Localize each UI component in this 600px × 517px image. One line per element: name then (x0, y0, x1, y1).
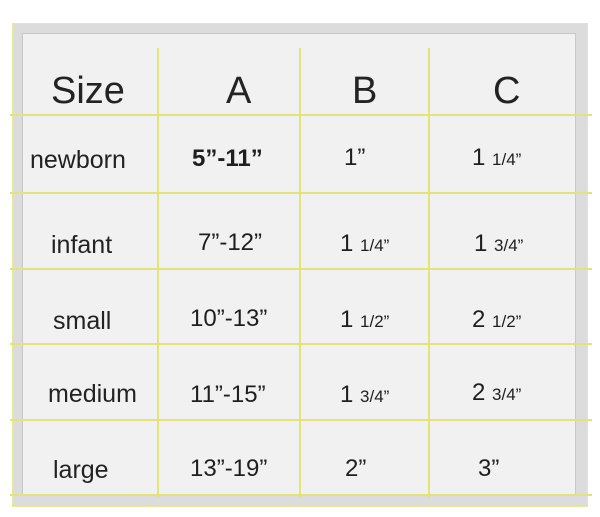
value-b-fraction: 1/4” (360, 236, 390, 255)
value-a: 7”-12” (198, 229, 263, 256)
value-b: 1” (344, 146, 365, 170)
value-a: 13”-19” (190, 455, 268, 482)
value-b-whole: 2” (345, 455, 367, 482)
value-c-fraction: 1/4” (492, 150, 522, 169)
value-a: 5”-11” (192, 145, 263, 172)
value-c-whole: 2 (472, 379, 486, 406)
header-size: Size (51, 70, 125, 112)
grid-line-h6 (10, 494, 592, 496)
value-c-whole: 3” (478, 455, 500, 482)
value-b: 1 1/2” (340, 308, 389, 332)
value-b-whole: 1 (340, 230, 354, 257)
value-c-fraction: 1/2” (492, 312, 522, 331)
value-c-fraction: 3/4” (492, 385, 522, 404)
grid-line-h3 (10, 268, 592, 270)
header-b: B (352, 70, 378, 112)
value-c: 1 1/4” (472, 146, 521, 170)
value-b-whole: 1 (340, 381, 354, 408)
size-label: medium (48, 380, 137, 408)
value-c: 3” (478, 457, 499, 481)
header-a: A (226, 70, 252, 112)
value-b: 2” (345, 457, 366, 481)
value-c-whole: 1 (472, 144, 486, 171)
value-b: 1 1/4” (340, 232, 389, 256)
value-c-fraction: 3/4” (494, 236, 524, 255)
value-b: 1 3/4” (340, 383, 389, 407)
value-a: 11”-15” (190, 381, 266, 408)
grid-line-v2 (299, 48, 301, 498)
grid-line-v1 (157, 48, 159, 498)
grid-line-h5 (10, 419, 592, 421)
value-c-whole: 2 (472, 306, 486, 333)
size-label: small (53, 307, 112, 335)
grid-line-h1 (10, 114, 592, 116)
size-label: newborn (30, 146, 126, 174)
value-b-fraction: 1/2” (360, 312, 390, 331)
value-c: 1 3/4” (474, 232, 523, 256)
header-c: C (493, 70, 521, 112)
value-c: 2 1/2” (472, 308, 521, 332)
grid-line-h2 (10, 192, 592, 194)
value-b-fraction: 3/4” (360, 387, 390, 406)
value-c: 2 3/4” (472, 381, 521, 405)
size-label: large (53, 456, 109, 484)
value-c-whole: 1 (474, 230, 488, 257)
value-b-whole: 1 (340, 306, 354, 333)
grid-line-v3 (428, 48, 430, 498)
value-a: 10”-13” (190, 305, 268, 332)
size-label: infant (51, 231, 113, 259)
grid-line-h4 (10, 343, 592, 345)
value-b-whole: 1” (344, 144, 366, 171)
